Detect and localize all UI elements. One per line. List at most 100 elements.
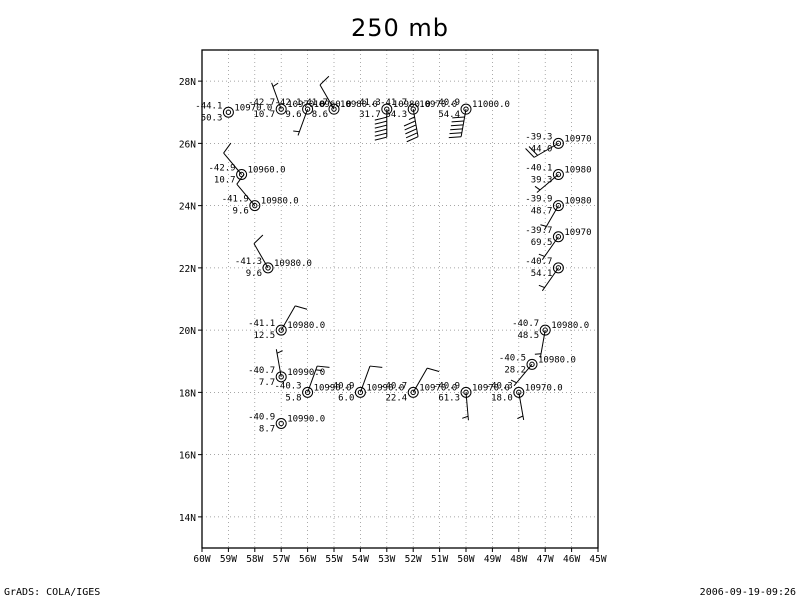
station-height: 10980.0 xyxy=(538,355,576,365)
station-14: -40.9 6.0 10990.0 xyxy=(327,365,404,403)
station-temp: -39.9 xyxy=(525,195,552,205)
wind-barb-half-feather xyxy=(315,369,323,371)
station-height: 10970.0 xyxy=(287,100,325,110)
axis-ticks: 60W 59W 58W 57W 56W 55W 54W 53W 52W 51W 50W 49W 48W 4… xyxy=(179,77,607,565)
y-tick-label: 28N xyxy=(179,77,196,88)
wind-barb-staff xyxy=(307,365,318,393)
station-height: 10970.0 xyxy=(234,103,272,113)
wind-barb-staff xyxy=(518,392,525,421)
wind-barb-staff xyxy=(460,109,467,137)
station-height: 10980 xyxy=(564,166,591,176)
station-value: 48.7 xyxy=(531,207,553,217)
x-tick-label: 52W xyxy=(405,554,422,565)
station-temp: -40.5 xyxy=(499,353,526,363)
chart-title: 250 mb xyxy=(350,14,450,42)
x-tick-label: 48W xyxy=(510,554,527,565)
station-temp: -39.3 xyxy=(525,132,552,142)
wind-barb-half-feather xyxy=(462,415,469,419)
station-circle xyxy=(552,262,564,274)
station-temp: -41.3 xyxy=(235,257,262,267)
x-tick-label: 46W xyxy=(563,554,580,565)
x-tick-label: 56W xyxy=(299,554,316,565)
wind-barb-feather xyxy=(406,136,419,143)
wind-barb-feather xyxy=(374,136,387,141)
station-circle xyxy=(302,386,314,398)
station-temp: -40.7 xyxy=(380,381,407,391)
station-value: 28.2 xyxy=(504,365,526,375)
station-dot xyxy=(555,171,562,178)
x-tick-label: 58W xyxy=(246,554,263,565)
station-height: 10990.0 xyxy=(314,383,352,393)
wind-barb-staff xyxy=(319,84,335,110)
wind-barb-staff xyxy=(253,243,269,269)
x-tick-label: 53W xyxy=(378,554,395,565)
y-tick-label: 18N xyxy=(179,388,196,399)
wind-barb-half-feather xyxy=(517,415,524,419)
station-height: 10970.0 xyxy=(525,383,563,393)
station-circle xyxy=(552,200,564,212)
station-dot xyxy=(278,327,284,333)
wind-barb-half-feather xyxy=(293,130,300,133)
station-dot xyxy=(225,109,232,115)
station-height: 10990.0 xyxy=(287,415,325,425)
x-tick-label: 60W xyxy=(193,554,210,565)
station-circle xyxy=(262,262,274,274)
station-height: 10980.0 xyxy=(287,321,325,331)
wind-barb-staff xyxy=(280,305,296,331)
station-circle xyxy=(275,418,287,429)
wind-barb-feather xyxy=(405,128,417,135)
wind-barb-half-feather xyxy=(408,116,415,120)
wind-barb-feather xyxy=(450,128,463,131)
x-tick-label: 50W xyxy=(457,554,474,565)
station-value: 5.8 xyxy=(285,393,301,403)
wind-barb-staff xyxy=(539,330,546,358)
station-dot xyxy=(304,389,311,396)
wind-barb-half-feather xyxy=(276,350,283,354)
station-8: -41.9 9.6 10980.0 xyxy=(222,173,299,217)
wind-barb-staff xyxy=(297,108,309,136)
x-tick-label: 47W xyxy=(537,554,554,565)
station-value: 9.6 xyxy=(285,110,301,120)
station-circle xyxy=(275,103,287,115)
wind-barb-staff xyxy=(412,367,428,393)
station-circle xyxy=(407,103,419,115)
x-tick-label: 57W xyxy=(273,554,290,565)
station-dot xyxy=(278,106,284,112)
wind-barb-feather xyxy=(525,148,535,158)
wind-barb-half-feather xyxy=(540,224,547,227)
wind-barb-feather xyxy=(317,365,330,368)
station-13: -40.9 8.7 10990.0 xyxy=(248,413,325,435)
wind-barb-feather xyxy=(295,305,308,310)
station-temp: -40.7 xyxy=(512,319,539,329)
station-circle xyxy=(236,169,248,180)
station-value: 6.0 xyxy=(338,393,354,403)
wind-barb-feather xyxy=(374,124,387,129)
station-height: 10970 xyxy=(564,228,591,238)
station-height: 10970.0 xyxy=(419,100,457,110)
station-dot xyxy=(410,389,416,396)
station-value: 22.4 xyxy=(386,393,408,403)
station-height: 10980 xyxy=(564,197,591,207)
wind-barb-half-feather xyxy=(272,82,279,87)
station-temp: -41.7 xyxy=(380,98,407,108)
station-height: 10980.0 xyxy=(551,321,589,331)
station-value: 48.5 xyxy=(518,331,540,341)
station-20: -40.7 54.1 xyxy=(525,257,564,292)
x-tick-label: 59W xyxy=(220,554,237,565)
station-18: -40.5 28.2 10980.0 xyxy=(499,353,576,387)
wind-barb-staff xyxy=(412,109,419,137)
wind-barb-staff xyxy=(541,236,559,260)
station-24: -39.3 44.0 10970 xyxy=(525,132,591,158)
plot-frame xyxy=(201,49,599,549)
wind-barb-staff xyxy=(236,183,256,206)
wind-barb-feather xyxy=(450,124,464,127)
station-value: 54.3 xyxy=(386,110,408,120)
wind-barb-feather xyxy=(374,132,387,137)
wind-barb-feather xyxy=(449,132,462,135)
wind-barb-feather xyxy=(403,120,416,127)
station-value: 10.7 xyxy=(214,176,236,186)
station-3: -41.7 8.6 10980.0 xyxy=(301,75,378,120)
station-9: -41.3 9.6 10980.0 xyxy=(235,234,312,279)
station-layer: -44.150.310970.0-42.710.710970.0-42.19.6… xyxy=(195,75,591,435)
station-height: 10970.0 xyxy=(419,383,457,393)
